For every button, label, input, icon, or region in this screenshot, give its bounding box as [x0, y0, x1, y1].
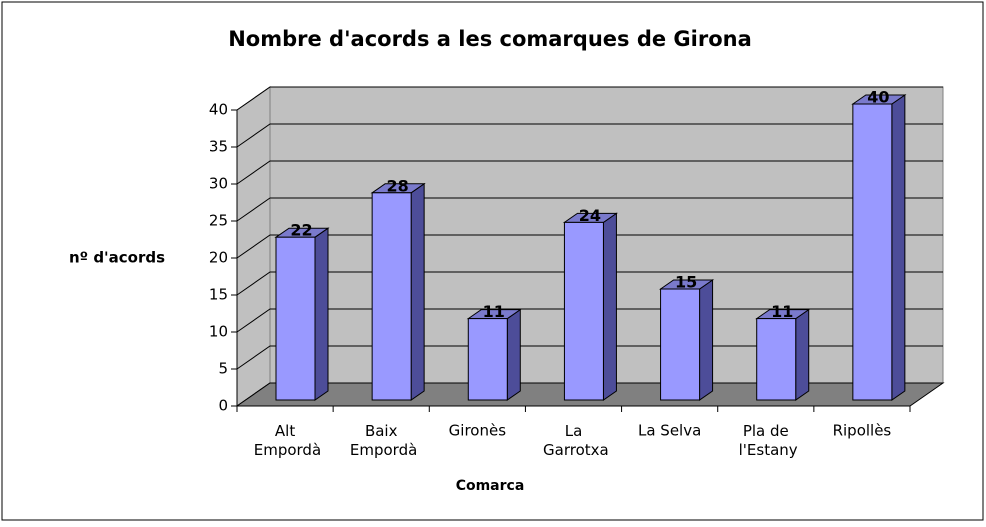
data-label: 11 [483, 302, 505, 321]
x-tick-label: La Selva [638, 422, 701, 440]
chart-title: Nombre d'acords a les comarques de Giron… [228, 27, 752, 51]
data-label: 22 [290, 221, 312, 240]
x-tick-label: Alt Empordà [249, 422, 321, 459]
grid-line [236, 308, 943, 333]
y-tick-label: 30 [209, 175, 228, 193]
x-axis-label: Comarca [456, 478, 525, 494]
grid-line [236, 160, 943, 185]
bar-side [410, 182, 425, 401]
bar [275, 236, 316, 401]
y-tick-label: 40 [209, 101, 228, 119]
bar [563, 221, 604, 401]
grid-line [236, 234, 943, 259]
bar-side [699, 279, 714, 401]
y-tick-label: 5 [218, 360, 228, 378]
data-label: 24 [579, 206, 601, 225]
y-tick-label: 25 [209, 212, 228, 230]
x-tick-label: La Garrotxa [538, 422, 608, 459]
y-tick-label: 15 [209, 286, 228, 304]
bar-side [506, 308, 521, 401]
bar [756, 318, 797, 401]
bar-side [314, 227, 329, 401]
bar-side [891, 94, 906, 401]
x-tick-label: Baix Empordà [345, 422, 417, 459]
bar [852, 103, 893, 401]
data-label: 11 [771, 302, 793, 321]
grid-line [236, 345, 943, 370]
grid-line [236, 86, 943, 111]
grid-line [236, 123, 943, 148]
bar [371, 192, 412, 401]
bar-side [795, 308, 810, 401]
y-tick-label: 10 [209, 323, 228, 341]
x-tick-label: Pla de l'Estany [734, 422, 798, 459]
grid-line [236, 271, 943, 296]
data-label: 15 [675, 273, 697, 292]
bar [660, 288, 701, 401]
y-tick-label: 20 [209, 249, 228, 267]
data-label: 40 [867, 88, 889, 107]
y-tick-label: 35 [209, 138, 228, 156]
grid-line [236, 197, 943, 222]
y-tick-label: 0 [218, 397, 228, 415]
y-axis-label: nº d'acords [69, 249, 165, 267]
data-label: 28 [387, 176, 409, 195]
bar-side [602, 212, 617, 401]
x-tick-label: Ripollès [833, 422, 892, 440]
x-tick-label: Gironès [449, 422, 507, 440]
bar [467, 318, 508, 401]
